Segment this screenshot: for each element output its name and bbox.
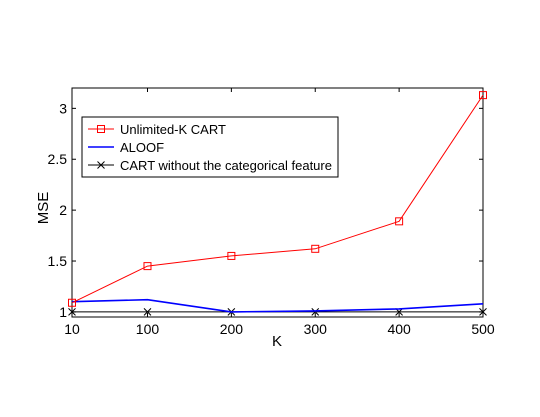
y-tick-label: 2.5 [48, 151, 68, 167]
plot-frame [71, 87, 484, 318]
legend-label: ALOOF [120, 140, 164, 155]
series-layer [68, 91, 487, 316]
axes: 10 100 200 300 400 500 1 1.5 2 2.5 3 [48, 87, 495, 337]
x-tick-label: 100 [136, 321, 160, 337]
series-unlimited-k-cart [68, 91, 487, 307]
data-point [227, 251, 236, 260]
legend-item-aloof: ALOOF [88, 140, 164, 155]
legend-box [81, 116, 339, 178]
data-point [311, 308, 320, 316]
y-tick-label: 1.5 [48, 253, 68, 269]
y-tick-label: 1 [59, 304, 67, 320]
legend-marker [97, 161, 105, 169]
data-point [479, 308, 487, 316]
data-point [143, 308, 152, 316]
series-line [71, 298, 484, 313]
x-tick-label: 200 [220, 321, 244, 337]
y-tick-label: 3 [59, 100, 67, 116]
x-tick-label: 400 [387, 321, 411, 337]
x-tick-label: 500 [471, 321, 495, 337]
legend-marker [97, 125, 105, 133]
legend-item-cart-without-the-categorical-feature: CART without the categorical feature [88, 158, 332, 173]
x-tick-label: 10 [64, 321, 80, 337]
data-point [68, 298, 76, 307]
legend: Unlimited-K CART ALOOF CART without the ca… [81, 116, 339, 178]
data-point [68, 308, 76, 316]
legend-label: Unlimited-K CART [120, 122, 226, 137]
x-tick-label: 300 [304, 321, 328, 337]
data-point [395, 217, 404, 226]
data-point [479, 91, 487, 100]
legend-label: CART without the categorical feature [120, 158, 332, 173]
data-point [143, 262, 152, 271]
data-point [311, 244, 320, 253]
x-axis-label: K [272, 333, 282, 350]
y-axis-label: MSE [35, 192, 52, 225]
series-line [71, 94, 484, 304]
y-tick-label: 2 [59, 202, 67, 218]
series-aloof [71, 298, 484, 313]
legend-item-unlimited-k-cart: Unlimited-K CART [88, 122, 226, 137]
